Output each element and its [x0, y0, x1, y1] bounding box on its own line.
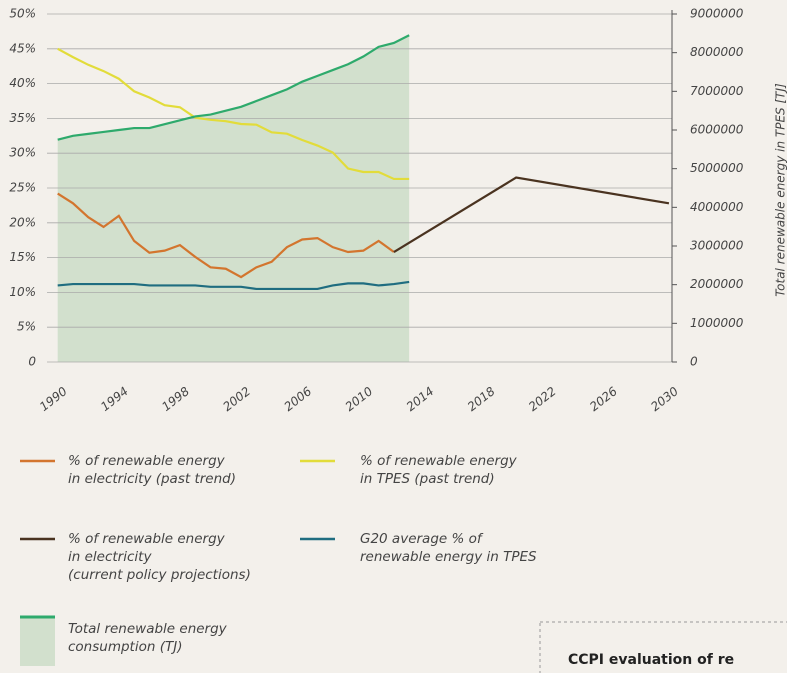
x-tick-label: 2018	[465, 384, 498, 414]
y2-axis-label: Total renewable energy in TPES [TJ]	[774, 83, 787, 297]
series-line	[57, 34, 410, 141]
series-line	[393, 176, 670, 253]
y2-tick-label: 2000000	[690, 277, 744, 291]
y2-tick-label: 0	[690, 355, 698, 369]
x-tick-label: 2010	[343, 384, 376, 414]
y2-tick-label: 5000000	[690, 161, 744, 175]
legend-label: % of renewable energy in electricity (pa…	[68, 453, 236, 487]
x-tick-label: 2026	[587, 384, 620, 414]
y2-tick-label: 3000000	[690, 239, 744, 253]
x-tick-label: 1990	[37, 384, 70, 414]
legend-label: % of renewable energy in TPES (past tren…	[360, 453, 517, 487]
annotation: CCPI evaluation of re	[568, 652, 734, 668]
x-tick-label: 1998	[159, 384, 192, 414]
y-tick-label: 15%	[9, 250, 36, 264]
y-tick-label: 50%	[9, 7, 36, 21]
y-tick-label: 5%	[17, 320, 36, 334]
y2-tick-label: 4000000	[690, 200, 744, 214]
legend-label: G20 average % of renewable energy in TPE…	[360, 531, 537, 565]
legend-label: Total renewable energy consumption (TJ)	[68, 621, 227, 655]
legend-label: % of renewable energy in electricity (cu…	[68, 531, 251, 583]
y2-tick-label: 1000000	[690, 316, 744, 330]
x-tick-label: 2006	[282, 384, 315, 414]
y-tick-label: 10%	[9, 285, 36, 299]
y2-tick-label: 9000000	[690, 7, 744, 21]
y-tick-label: 25%	[9, 181, 36, 195]
x-tick-label: 1994	[98, 384, 131, 414]
series-line	[57, 47, 410, 181]
y2-tick-label: 7000000	[690, 84, 744, 98]
legend-swatch	[20, 616, 55, 666]
x-tick-label: 2030	[648, 384, 681, 414]
x-tick-label: 2002	[220, 384, 253, 414]
y-tick-label: 30%	[9, 146, 36, 160]
y2-tick-label: 6000000	[690, 123, 744, 137]
y-tick-label: 45%	[9, 41, 36, 55]
series-line	[57, 192, 395, 279]
y-tick-label: 40%	[9, 76, 36, 90]
x-tick-label: 2014	[404, 384, 437, 414]
y-tick-label: 20%	[9, 215, 36, 229]
y2-tick-label: 8000000	[690, 45, 744, 59]
series-line	[57, 280, 410, 291]
area	[57, 35, 410, 363]
x-tick-label: 2022	[526, 384, 559, 414]
y-tick-label: 35%	[9, 111, 36, 125]
y-tick-label: 0	[28, 355, 36, 369]
